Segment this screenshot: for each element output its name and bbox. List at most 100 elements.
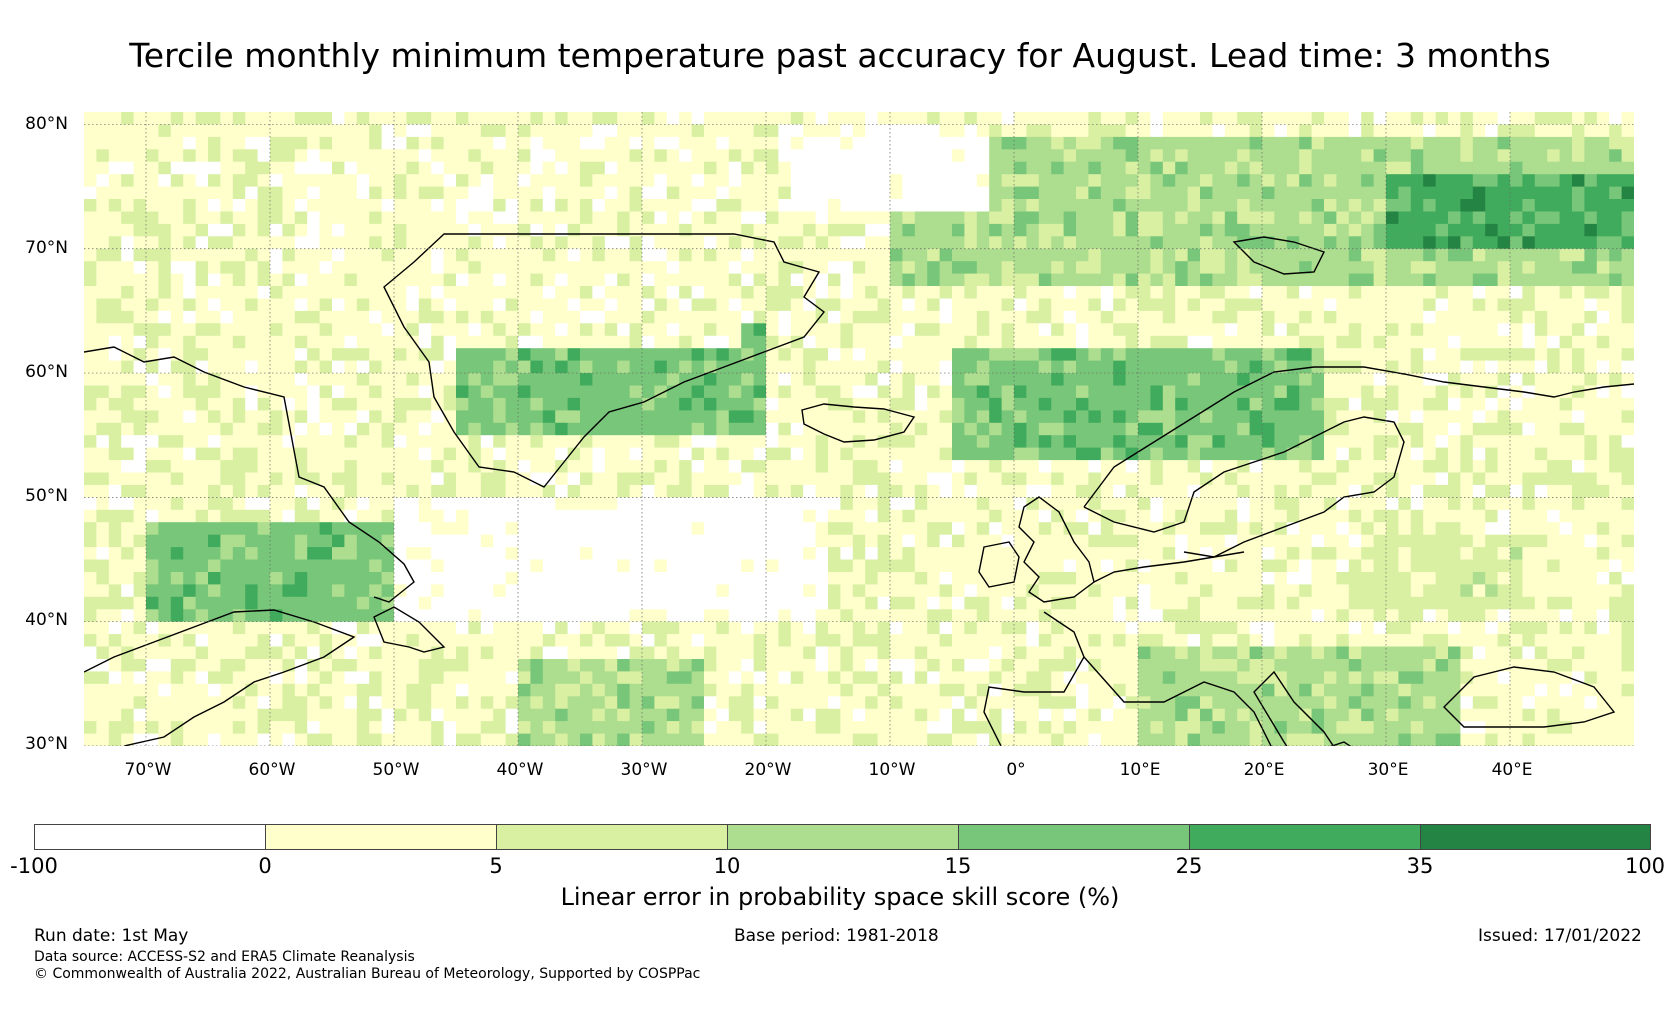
skill-cell (1125, 248, 1139, 262)
skill-cell (1113, 223, 1127, 237)
skill-cell (518, 335, 531, 349)
lat-label-70n: 70°N (25, 238, 68, 258)
skill-cell (220, 572, 234, 585)
skill-cell (939, 199, 953, 212)
skill-cell (1162, 497, 1176, 511)
skill-cell (1547, 422, 1561, 436)
skill-cell (1001, 273, 1015, 287)
skill-cell (1262, 286, 1275, 299)
skill-cell (1485, 199, 1499, 212)
skill-cell (121, 298, 135, 312)
skill-cell (332, 572, 345, 585)
skill-cell (877, 397, 891, 411)
skill-cell (704, 559, 717, 573)
skill-cell (1113, 335, 1127, 349)
skill-cell (1609, 522, 1623, 536)
skill-cell (604, 385, 618, 399)
skill-cell (96, 522, 110, 536)
skill-cell (1286, 559, 1300, 573)
skill-cell (976, 273, 990, 287)
skill-cell (728, 199, 742, 212)
skill-cell (1348, 497, 1362, 511)
skill-cell (1175, 360, 1189, 374)
skill-cell (406, 385, 420, 399)
skill-cell (803, 310, 817, 324)
skill-cell (629, 385, 643, 399)
skill-cell (1386, 572, 1399, 585)
skill-cell (803, 497, 817, 511)
skill-cell (629, 161, 643, 175)
skill-cell (654, 447, 668, 461)
skill-cell (456, 410, 469, 424)
skill-cell (1113, 124, 1127, 138)
skill-cell (1547, 310, 1561, 324)
skill-cell (877, 161, 891, 175)
skill-cell (939, 534, 953, 548)
skill-cell (282, 447, 296, 461)
skill-cell (84, 124, 97, 138)
skill-cell (344, 335, 358, 349)
skill-cell (790, 223, 804, 237)
skill-cell (1559, 174, 1573, 188)
skill-cell (1051, 534, 1065, 548)
skill-cell (146, 559, 159, 573)
skill-cell (232, 360, 246, 374)
skill-cell (96, 236, 110, 250)
skill-cell (443, 124, 457, 138)
skill-cell (1373, 161, 1387, 175)
skill-cell (927, 596, 941, 610)
skill-cell (245, 484, 259, 498)
skill-cell (704, 223, 717, 237)
skill-cell (133, 360, 147, 374)
skill-cell (989, 422, 1003, 436)
skill-cell (394, 335, 407, 349)
skill-cell (592, 261, 606, 275)
skill-cell (1100, 199, 1114, 212)
skill-cell (1460, 584, 1474, 598)
skill-cell (679, 397, 693, 411)
skill-cell (1311, 199, 1325, 212)
skill-cell (1510, 112, 1523, 125)
skill-cell (394, 186, 407, 200)
skill-cell (1150, 385, 1164, 399)
skill-cell (654, 522, 668, 536)
skill-cell (1361, 547, 1375, 561)
skill-cell (790, 360, 804, 374)
skill-cell (1262, 199, 1275, 212)
skill-cell (877, 286, 891, 299)
skill-cell (518, 223, 531, 237)
skill-cell (691, 547, 705, 561)
skill-cell (580, 397, 593, 411)
skill-cell (716, 373, 730, 387)
skill-cell (890, 199, 903, 212)
skill-cell (939, 385, 953, 399)
skill-cell (741, 136, 755, 150)
skill-cell (1014, 286, 1027, 299)
skill-cell (567, 435, 581, 449)
skill-cell (270, 509, 283, 523)
skill-cell (1596, 136, 1610, 150)
skill-cell (208, 410, 221, 424)
skill-cell (381, 435, 395, 449)
skill-cell (803, 422, 817, 436)
skill-cell (728, 559, 742, 573)
skill-cell (1100, 323, 1114, 337)
skill-cell (356, 136, 370, 150)
skill-cell (691, 149, 705, 163)
skill-cell (468, 298, 482, 312)
skill-cell (580, 273, 593, 287)
skill-cell (1386, 112, 1399, 125)
skill-cell (1249, 211, 1263, 225)
skill-cell (1237, 124, 1251, 138)
skill-cell (493, 397, 507, 411)
skill-cell (245, 472, 259, 486)
skill-cell (1150, 248, 1164, 262)
skill-cell (1559, 559, 1573, 573)
skill-cell (1472, 199, 1486, 212)
skill-cell (1274, 335, 1288, 349)
skill-cell (518, 497, 531, 511)
skill-cell (431, 435, 445, 449)
skill-cell (542, 397, 556, 411)
skill-cell (1014, 223, 1027, 237)
skill-cell (1224, 273, 1238, 287)
